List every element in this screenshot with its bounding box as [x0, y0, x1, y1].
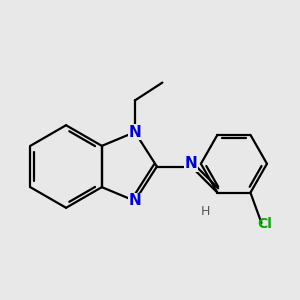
Text: Cl: Cl [257, 217, 272, 231]
Text: N: N [128, 194, 141, 208]
Text: H: H [200, 206, 210, 218]
Text: N: N [185, 156, 198, 171]
Text: N: N [128, 124, 141, 140]
